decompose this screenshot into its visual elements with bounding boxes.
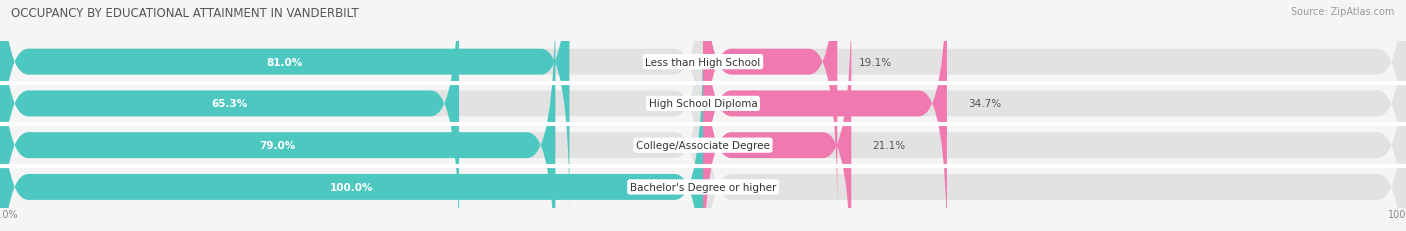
Text: Source: ZipAtlas.com: Source: ZipAtlas.com (1291, 7, 1395, 17)
FancyBboxPatch shape (0, 0, 555, 231)
Text: High School Diploma: High School Diploma (648, 99, 758, 109)
FancyBboxPatch shape (0, 34, 703, 231)
FancyBboxPatch shape (703, 0, 1406, 216)
Text: College/Associate Degree: College/Associate Degree (636, 140, 770, 151)
Text: 81.0%: 81.0% (267, 57, 302, 67)
Text: 34.7%: 34.7% (967, 99, 1001, 109)
Text: 65.3%: 65.3% (211, 99, 247, 109)
FancyBboxPatch shape (703, 0, 852, 231)
FancyBboxPatch shape (0, 0, 458, 231)
Text: Bachelor's Degree or higher: Bachelor's Degree or higher (630, 182, 776, 192)
FancyBboxPatch shape (0, 0, 703, 216)
FancyBboxPatch shape (703, 0, 948, 231)
Text: 0.0%: 0.0% (724, 182, 751, 192)
FancyBboxPatch shape (0, 0, 569, 216)
FancyBboxPatch shape (703, 0, 838, 216)
Text: OCCUPANCY BY EDUCATIONAL ATTAINMENT IN VANDERBILT: OCCUPANCY BY EDUCATIONAL ATTAINMENT IN V… (11, 7, 359, 20)
FancyBboxPatch shape (703, 0, 1406, 231)
FancyBboxPatch shape (703, 34, 1406, 231)
FancyBboxPatch shape (0, 34, 703, 231)
FancyBboxPatch shape (703, 0, 1406, 231)
FancyBboxPatch shape (0, 0, 703, 231)
Text: 21.1%: 21.1% (872, 140, 905, 151)
Text: 100.0%: 100.0% (330, 182, 373, 192)
FancyBboxPatch shape (0, 0, 703, 231)
Text: 79.0%: 79.0% (260, 140, 295, 151)
Text: Less than High School: Less than High School (645, 57, 761, 67)
Text: 19.1%: 19.1% (858, 57, 891, 67)
